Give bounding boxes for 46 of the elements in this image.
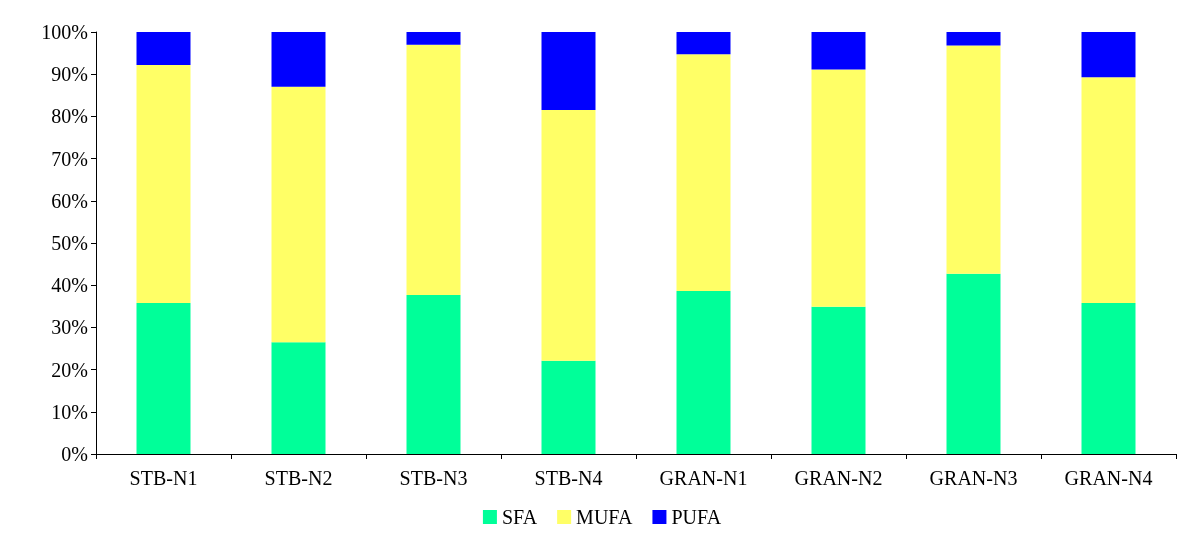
bar [1081, 77, 1136, 303]
bar [136, 64, 191, 303]
y-tick-label: 100% [41, 21, 88, 43]
bar [541, 32, 596, 111]
bar [406, 44, 461, 295]
bar [676, 54, 731, 292]
y-tick-label: 90% [51, 63, 88, 86]
bar [811, 32, 866, 70]
y-tick-label: 0% [61, 443, 88, 465]
y-tick-label: 70% [51, 147, 88, 170]
bar [406, 32, 461, 45]
x-tick-label: GRAN-N4 [1064, 467, 1153, 489]
y-tick-label: 30% [51, 316, 88, 339]
x-tick-label: GRAN-N2 [794, 467, 883, 489]
bar [676, 32, 731, 55]
x-tick-label: GRAN-N3 [929, 467, 1018, 489]
x-tick-label: GRAN-N1 [659, 467, 748, 489]
bar [136, 32, 191, 65]
bar [1081, 32, 1136, 78]
x-tick-label: STB-N2 [264, 467, 333, 489]
bar [946, 273, 1001, 454]
bar [406, 294, 461, 454]
bar [541, 110, 596, 361]
x-tick-label: STB-N1 [129, 467, 198, 489]
y-tick-label: 80% [51, 105, 88, 128]
bar [946, 32, 1001, 46]
legend-label: PUFA [671, 506, 722, 528]
bar [271, 32, 326, 87]
bar [676, 291, 731, 454]
legend-label: MUFA [576, 506, 633, 528]
y-tick-label: 60% [51, 189, 88, 212]
legend-label: SFA [501, 506, 538, 528]
bar [946, 45, 1001, 274]
y-tick-label: 20% [51, 358, 88, 381]
y-tick-label: 50% [51, 232, 88, 254]
y-tick-label: 40% [51, 274, 88, 297]
bar [811, 69, 866, 307]
y-tick-label: 10% [51, 400, 88, 423]
bar [271, 342, 326, 454]
bar [136, 302, 191, 454]
bar [541, 360, 596, 454]
x-tick-label: STB-N3 [399, 467, 468, 489]
bar [1081, 302, 1136, 454]
bar [811, 306, 866, 454]
bar [271, 86, 326, 343]
x-tick-label: STB-N4 [534, 467, 603, 489]
